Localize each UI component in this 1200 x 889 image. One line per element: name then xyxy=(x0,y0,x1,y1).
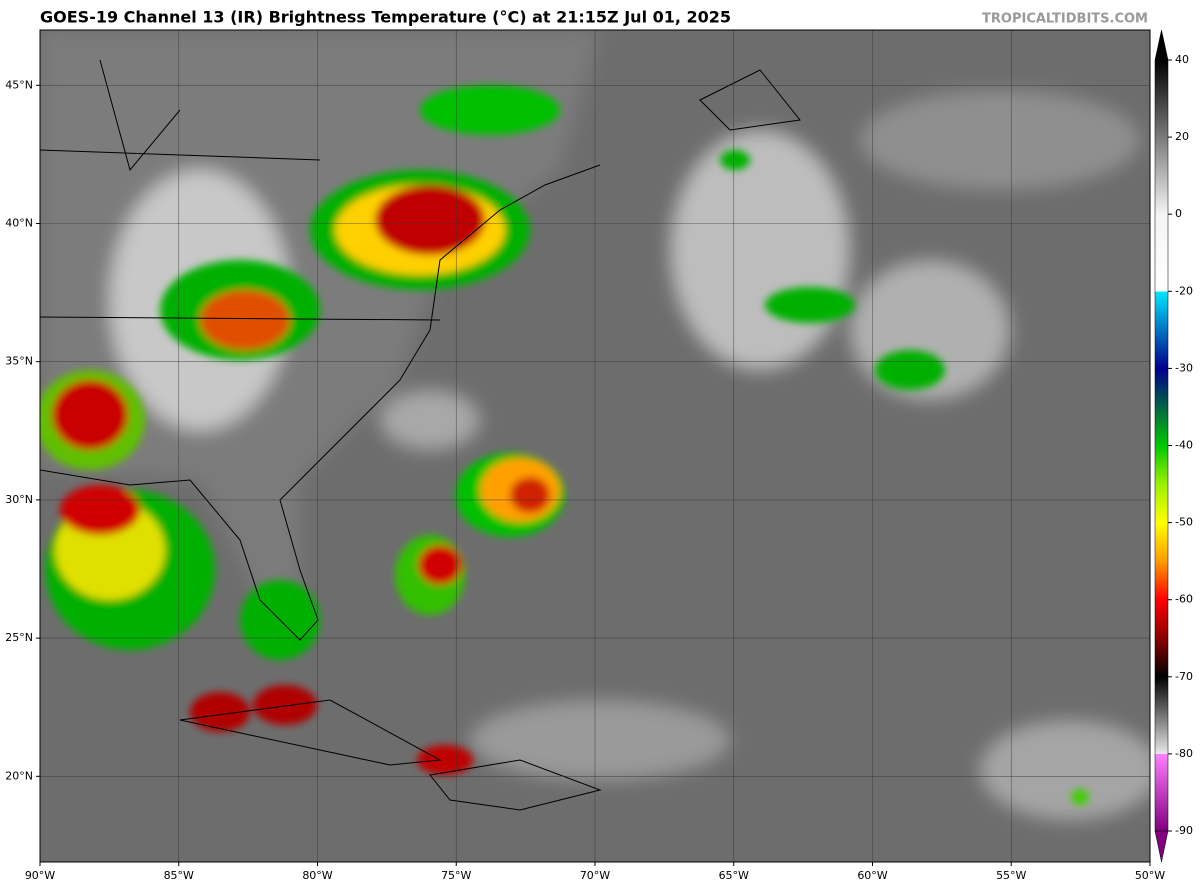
colorbar-label: -40 xyxy=(1175,439,1193,452)
y-tick-label: 25°N xyxy=(5,631,33,644)
colorbar-label: -60 xyxy=(1175,593,1193,606)
colorbar: 40 20 0 -20 -30 -40 -50 -60 -70 -80 -90 xyxy=(1154,29,1193,863)
colorbar-label: -90 xyxy=(1175,824,1193,837)
credit: TROPICALTIDBITS.COM xyxy=(982,12,1148,27)
x-tick-label: 90°W xyxy=(25,869,55,882)
title: GOES-19 Channel 13 (IR) Brightness Tempe… xyxy=(40,8,731,27)
x-tick-label: 55°W xyxy=(996,869,1026,882)
y-tick-label: 40°N xyxy=(5,216,33,229)
x-tick-label: 65°W xyxy=(719,869,749,882)
y-tick-label: 45°N xyxy=(5,78,33,91)
colorbar-label: -80 xyxy=(1175,747,1193,760)
colorbar-label: 20 xyxy=(1175,130,1189,143)
x-tick-label: 60°W xyxy=(857,869,887,882)
x-tick-label: 85°W xyxy=(164,869,194,882)
colorbar-label: 0 xyxy=(1175,207,1182,220)
y-tick-label: 35°N xyxy=(5,355,33,368)
colorbar-label: 40 xyxy=(1175,53,1189,66)
colorbar-label: -30 xyxy=(1175,361,1193,374)
x-tick-label: 70°W xyxy=(580,869,610,882)
y-tick-label: 30°N xyxy=(5,493,33,506)
x-tick-label: 80°W xyxy=(302,869,332,882)
colorbar-label: -50 xyxy=(1175,516,1193,529)
map-frame xyxy=(39,29,1151,863)
x-tick-label: 50°W xyxy=(1135,869,1165,882)
y-tick-label: 20°N xyxy=(5,769,33,782)
colorbar-label: -20 xyxy=(1175,284,1193,297)
colorbar-label: -70 xyxy=(1175,670,1193,683)
x-tick-label: 75°W xyxy=(441,869,471,882)
satellite-image xyxy=(40,30,1150,862)
